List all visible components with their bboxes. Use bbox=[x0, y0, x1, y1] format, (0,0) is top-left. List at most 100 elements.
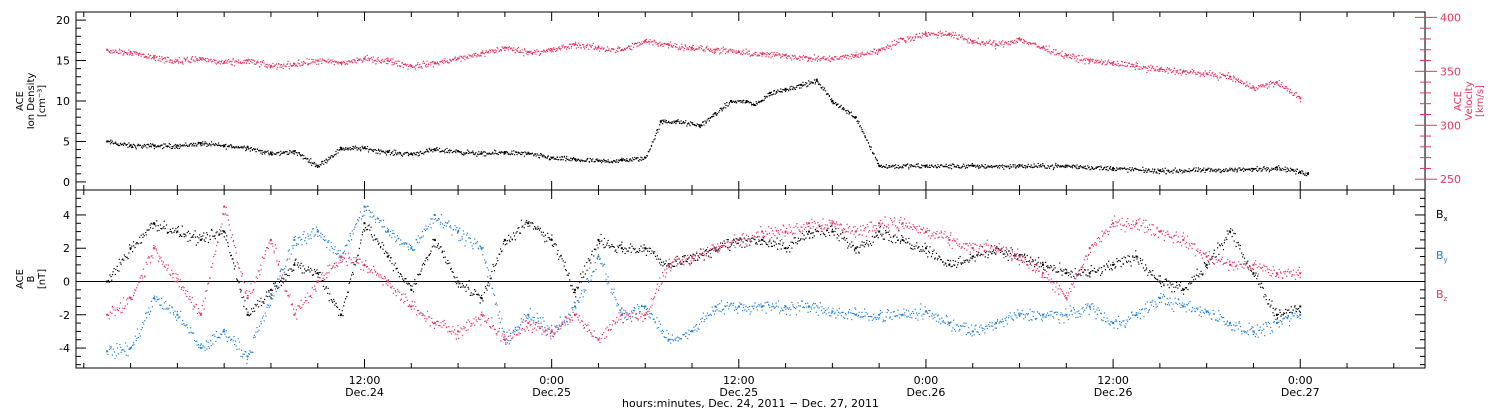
data-point bbox=[549, 50, 551, 52]
data-point bbox=[765, 242, 767, 244]
data-point bbox=[130, 144, 132, 146]
data-point bbox=[392, 154, 394, 156]
data-point bbox=[391, 64, 393, 66]
data-point bbox=[331, 301, 334, 304]
data-point bbox=[142, 236, 144, 239]
data-point bbox=[709, 249, 711, 251]
data-point bbox=[248, 62, 250, 65]
data-point bbox=[711, 49, 713, 52]
data-point bbox=[378, 242, 380, 244]
data-point bbox=[751, 54, 753, 56]
data-point bbox=[949, 263, 951, 265]
data-point bbox=[754, 51, 756, 54]
data-point bbox=[838, 106, 841, 108]
data-point bbox=[868, 240, 871, 243]
data-point bbox=[573, 291, 575, 294]
data-point bbox=[1093, 168, 1095, 170]
data-point bbox=[1201, 273, 1203, 275]
data-point bbox=[147, 53, 150, 55]
data-point bbox=[1084, 59, 1087, 61]
data-point bbox=[469, 55, 471, 57]
data-point bbox=[794, 55, 796, 57]
data-point bbox=[157, 59, 159, 61]
data-point bbox=[1200, 171, 1202, 173]
data-point bbox=[739, 238, 741, 240]
data-point bbox=[248, 315, 251, 317]
data-point bbox=[647, 41, 649, 43]
data-point bbox=[1286, 167, 1288, 169]
data-point bbox=[396, 65, 399, 67]
data-point bbox=[1007, 165, 1009, 167]
data-point bbox=[300, 155, 302, 157]
data-point bbox=[780, 88, 782, 90]
data-point bbox=[481, 51, 483, 53]
data-point bbox=[595, 249, 597, 251]
data-point bbox=[218, 234, 221, 236]
data-point bbox=[1173, 169, 1175, 171]
data-point bbox=[232, 59, 234, 61]
data-point bbox=[809, 57, 812, 60]
data-point bbox=[648, 43, 651, 45]
velocity-series bbox=[106, 30, 1302, 103]
data-point bbox=[1237, 168, 1239, 170]
data-point bbox=[1021, 38, 1023, 40]
data-point bbox=[1215, 75, 1217, 78]
data-point bbox=[600, 48, 602, 50]
data-point bbox=[1147, 70, 1149, 72]
data-point bbox=[710, 48, 712, 50]
data-point bbox=[237, 280, 239, 282]
data-point bbox=[156, 230, 158, 232]
data-point bbox=[164, 58, 167, 60]
data-point bbox=[495, 263, 498, 265]
data-point bbox=[420, 65, 422, 68]
data-point bbox=[321, 58, 323, 60]
data-point bbox=[450, 149, 452, 152]
data-point bbox=[511, 47, 513, 49]
data-point bbox=[505, 240, 507, 242]
data-point bbox=[773, 90, 776, 92]
data-point bbox=[982, 40, 984, 43]
data-point bbox=[1258, 169, 1260, 171]
data-point bbox=[984, 44, 987, 46]
data-point bbox=[330, 155, 332, 157]
data-point bbox=[1259, 84, 1262, 86]
data-point bbox=[1108, 268, 1111, 271]
data-point bbox=[767, 53, 770, 55]
data-point bbox=[1214, 169, 1216, 171]
data-point bbox=[692, 253, 694, 255]
data-point bbox=[1161, 68, 1164, 71]
data-point bbox=[1217, 169, 1219, 171]
data-point bbox=[1023, 254, 1025, 256]
data-point bbox=[386, 58, 388, 60]
data-point bbox=[613, 48, 615, 50]
data-point bbox=[775, 92, 777, 94]
data-point bbox=[850, 246, 852, 248]
data-point bbox=[112, 143, 115, 145]
data-point bbox=[480, 151, 482, 153]
data-point bbox=[1259, 286, 1262, 288]
data-point bbox=[827, 57, 829, 59]
data-point bbox=[1246, 168, 1248, 170]
data-point bbox=[121, 349, 123, 351]
data-point bbox=[1241, 168, 1244, 170]
data-point bbox=[1236, 170, 1239, 172]
data-point bbox=[593, 48, 595, 51]
data-point bbox=[1233, 232, 1235, 234]
data-point bbox=[644, 40, 647, 43]
data-point bbox=[924, 31, 926, 33]
data-point bbox=[716, 114, 718, 116]
data-point bbox=[754, 238, 756, 241]
data-point bbox=[356, 59, 359, 62]
data-point bbox=[1298, 171, 1300, 174]
data-point bbox=[1160, 171, 1163, 173]
data-point bbox=[1185, 73, 1187, 76]
data-point bbox=[806, 56, 808, 58]
data-point bbox=[864, 54, 866, 56]
data-point bbox=[145, 231, 147, 234]
data-point bbox=[1235, 245, 1237, 248]
data-point bbox=[430, 64, 432, 66]
data-point bbox=[496, 257, 498, 259]
data-point bbox=[537, 51, 539, 53]
data-point bbox=[410, 153, 413, 156]
data-point bbox=[1088, 305, 1091, 308]
